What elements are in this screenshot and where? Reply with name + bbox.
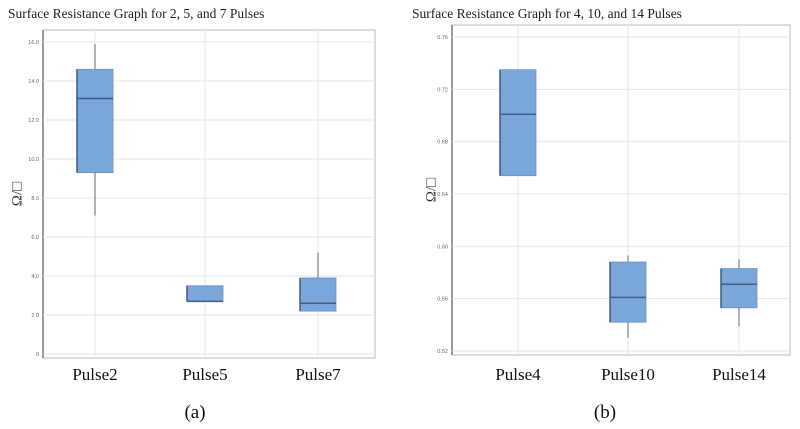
- y-tick-label: 2.0: [31, 313, 39, 319]
- box-iqr: [609, 261, 647, 323]
- box-iqr: [299, 277, 337, 312]
- x-tick-label: Pulse14: [712, 365, 766, 384]
- y-tick-label: 0.52: [437, 349, 448, 355]
- box-iqr: [499, 69, 537, 177]
- chart-title: Surface Resistance Graph for 2, 5, and 7…: [8, 6, 264, 21]
- y-tick-label: 4.0: [31, 274, 39, 280]
- y-tick-label: 6.0: [31, 235, 39, 241]
- panel-label: (a): [184, 402, 205, 423]
- panel-label: (b): [594, 402, 616, 423]
- y-tick-label: 8.0: [31, 196, 39, 202]
- y-tick-label: 16.0: [28, 40, 39, 46]
- y-tick-label: 0: [36, 352, 39, 358]
- y-tick-label: 0.72: [437, 87, 448, 93]
- x-tick-label: Pulse5: [182, 365, 227, 384]
- box-iqr: [76, 68, 114, 174]
- x-tick-label: Pulse4: [495, 365, 541, 384]
- y-tick-label: 12.0: [28, 118, 39, 124]
- y-tick-label: 0.56: [437, 297, 448, 303]
- y-tick-label: 10.0: [28, 157, 39, 163]
- y-tick-label: 14.0: [28, 79, 39, 85]
- box-iqr: [720, 268, 758, 309]
- chart-panel-1: Surface Resistance Graph for 2, 5, and 7…: [8, 6, 376, 423]
- chart-panel-2: Surface Resistance Graph for 4, 10, and …: [412, 6, 791, 423]
- y-axis-label: Ω/□: [9, 182, 25, 206]
- box-iqr: [186, 285, 224, 302]
- chart-title: Surface Resistance Graph for 4, 10, and …: [412, 6, 682, 21]
- x-tick-label: Pulse10: [601, 365, 655, 384]
- x-tick-label: Pulse2: [72, 365, 117, 384]
- y-tick-label: 0.68: [437, 140, 448, 146]
- y-tick-label: 0.64: [437, 192, 448, 198]
- x-tick-label: Pulse7: [295, 365, 341, 384]
- y-axis-label: Ω/□: [423, 178, 439, 202]
- y-tick-label: 0.76: [437, 35, 448, 41]
- y-tick-label: 0.60: [437, 244, 448, 250]
